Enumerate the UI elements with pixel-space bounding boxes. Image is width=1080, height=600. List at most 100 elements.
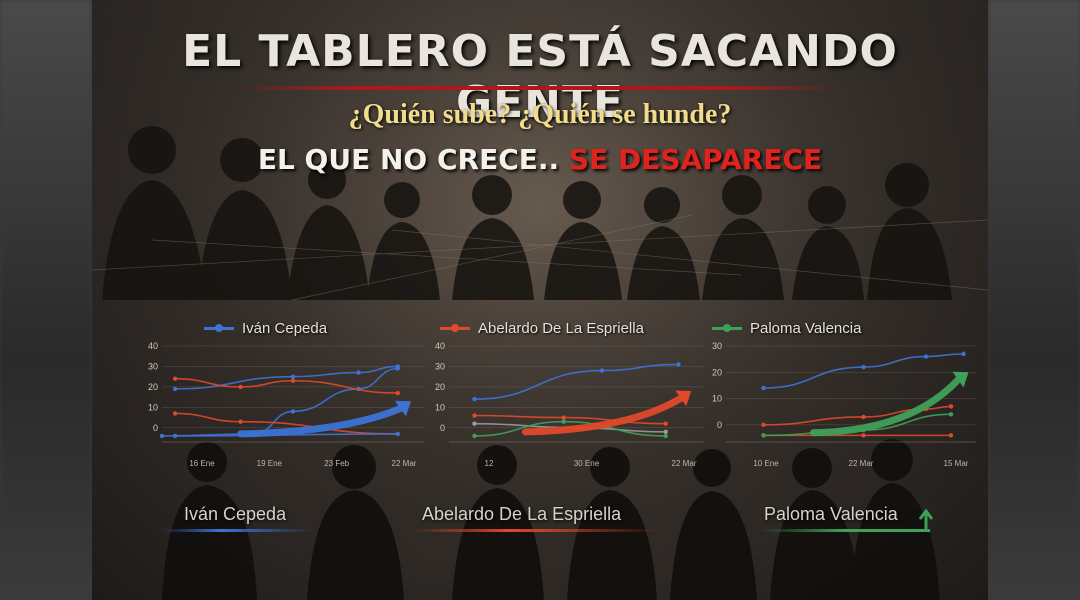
- x-tick-label: 16 Ene: [189, 459, 215, 468]
- series-line: [161, 367, 398, 437]
- y-tick-label: 40: [148, 341, 158, 351]
- data-point: [472, 413, 477, 418]
- chart-valencia: 0 10 20 30 10 Ene 22 Mar 15 Mar: [712, 341, 976, 468]
- y-tick-label: 40: [435, 341, 445, 351]
- underline-green: [760, 529, 930, 532]
- y-tick-label: 0: [440, 423, 445, 433]
- series-line: [175, 365, 398, 390]
- y-tick-label: 30: [712, 341, 722, 351]
- series-line: [763, 353, 964, 389]
- data-point: [238, 384, 243, 390]
- data-point: [761, 433, 766, 438]
- series-line: [763, 405, 952, 426]
- bottom-label-cepeda: Iván Cepeda: [184, 504, 287, 524]
- y-tick-label: 10: [435, 402, 445, 412]
- poster: EL TABLERO ESTÁ SACANDO GENTE ¿Quién sub…: [92, 0, 988, 600]
- data-point: [861, 433, 866, 438]
- tagline-part2-accent: SE DESAPARECE: [568, 143, 823, 176]
- x-tick-label: 15 Mar: [944, 459, 969, 468]
- crowd-silhouettes-background: [92, 0, 988, 600]
- y-tick-label: 20: [712, 367, 722, 377]
- data-point: [923, 354, 929, 359]
- trend-arrow-shaft: [237, 404, 405, 438]
- underline-blue: [162, 529, 312, 532]
- data-point: [861, 364, 866, 370]
- legend-item-espriella: Abelardo De La Espriella: [440, 318, 644, 338]
- data-point: [948, 412, 954, 417]
- chart-espriella: 0 10 20 30 40 12 30 Ene 22 Mar: [435, 341, 704, 468]
- y-tick-label: 20: [435, 382, 445, 392]
- data-point: [861, 414, 866, 420]
- data-point: [761, 422, 766, 428]
- trend-arrow-head: [394, 400, 411, 417]
- legend-item-cepeda: Iván Cepeda: [204, 318, 327, 338]
- y-tick-label: 10: [712, 394, 722, 404]
- title-underline-rule: [240, 86, 840, 90]
- data-point: [561, 415, 566, 420]
- data-point: [961, 351, 966, 357]
- data-point: [172, 411, 178, 416]
- tagline-part1: EL QUE NO CRECE..: [257, 143, 560, 176]
- bottom-label-valencia: Paloma Valencia: [764, 504, 898, 524]
- data-point: [761, 385, 766, 391]
- legend-label-cepeda: Iván Cepeda: [242, 319, 328, 337]
- data-point: [395, 364, 400, 369]
- data-point: [159, 433, 165, 439]
- trend-arrow-head: [675, 390, 692, 407]
- data-point: [290, 378, 296, 383]
- trend-arrow-head: [952, 371, 969, 388]
- data-point: [172, 386, 178, 392]
- legend-swatch-blue: [204, 323, 234, 332]
- y-tick-label: 0: [153, 423, 158, 433]
- legend-swatch-green: [712, 323, 742, 332]
- series-line: [175, 412, 398, 435]
- x-tick-label: 12: [485, 459, 494, 468]
- data-point: [172, 433, 178, 439]
- poster-tagline: EL QUE NO CRECE.. SE DESAPARECE: [92, 143, 988, 176]
- data-point: [676, 362, 681, 367]
- series-line: [474, 363, 679, 400]
- x-tick-label: 19 Ene: [257, 459, 283, 468]
- data-point: [290, 409, 296, 414]
- data-point: [472, 421, 477, 426]
- x-tick-label: 22 Mar: [672, 459, 697, 468]
- poster-subtitle: ¿Quién sube? ¿Quién se hunde?: [348, 99, 732, 130]
- data-point: [663, 429, 668, 435]
- data-point: [663, 433, 668, 439]
- data-point: [356, 370, 361, 375]
- legend-label-espriella: Abelardo De La Espriella: [478, 319, 644, 337]
- y-tick-label: 20: [148, 382, 158, 392]
- blurred-side-right: [988, 0, 1080, 600]
- y-tick-label: 30: [435, 361, 445, 371]
- blurred-side-left: [0, 0, 92, 600]
- x-tick-label: 23 Feb: [324, 459, 349, 468]
- data-point: [561, 419, 566, 424]
- data-point: [238, 419, 243, 424]
- legend-label-valencia: Paloma Valencia: [750, 319, 862, 337]
- data-point: [172, 376, 178, 381]
- poster-title: EL TABLERO ESTÁ SACANDO GENTE: [182, 26, 898, 128]
- x-tick-label: 30 Ene: [574, 459, 600, 468]
- y-tick-label: 30: [148, 361, 158, 371]
- data-point: [395, 431, 400, 437]
- trend-arrow-shaft: [810, 375, 962, 437]
- x-tick-label: 22 Mar: [849, 459, 874, 468]
- data-point: [948, 433, 954, 438]
- data-point: [395, 390, 400, 396]
- data-point: [472, 396, 477, 402]
- legend-swatch-red: [440, 323, 470, 332]
- trend-arrow-shaft: [522, 394, 685, 436]
- y-tick-label: 0: [717, 420, 722, 430]
- data-point: [290, 374, 296, 379]
- data-point: [599, 368, 605, 373]
- data-point: [472, 433, 477, 439]
- data-point: [663, 421, 668, 426]
- chart-cepeda: 0 10 20 30 40 16 Ene 19 Ene 23 Feb 22 Mar: [148, 341, 424, 468]
- x-tick-label: 22 Mar: [392, 459, 417, 468]
- legend-item-valencia: Paloma Valencia: [712, 318, 861, 338]
- data-point: [948, 404, 954, 409]
- series-line: [175, 377, 398, 394]
- underline-red: [410, 529, 660, 532]
- y-tick-label: 10: [148, 402, 158, 412]
- bottom-label-espriella: Abelardo De La Espriella: [422, 504, 622, 524]
